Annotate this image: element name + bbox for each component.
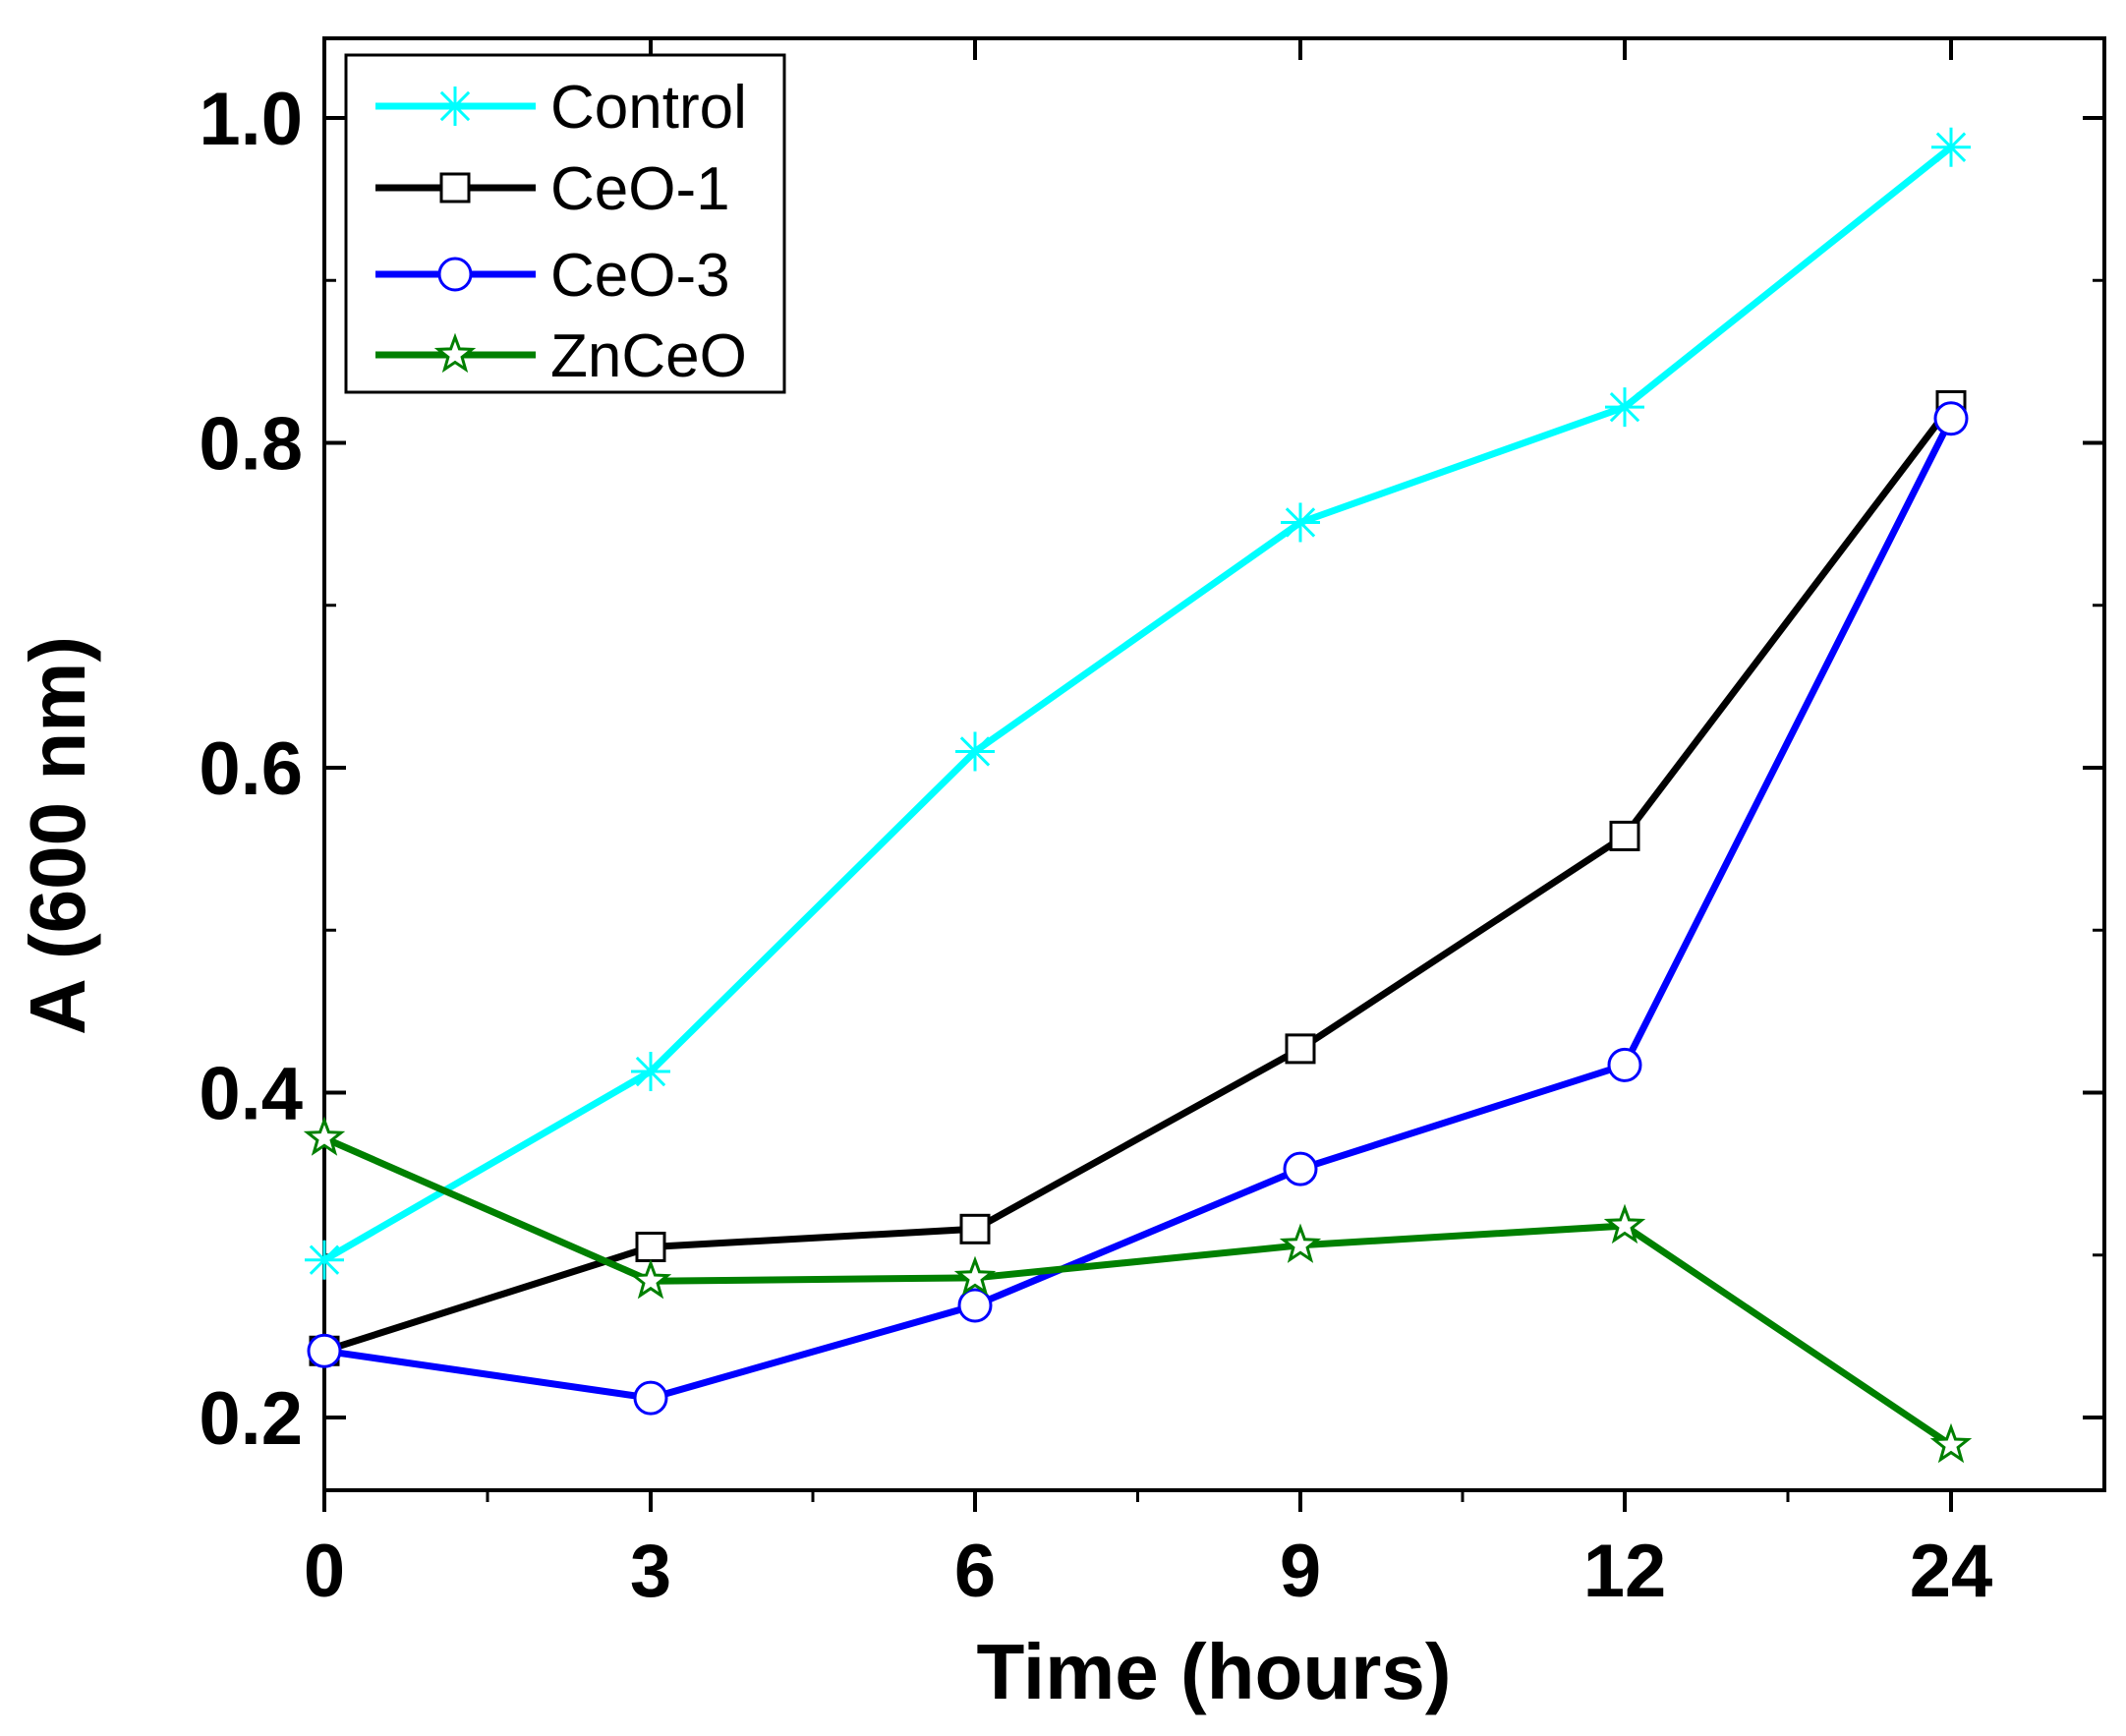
asterisk-stroke [439, 90, 471, 122]
legend-item-ceo-1: CeO-1 [375, 155, 730, 223]
plot-frame [322, 36, 2106, 1492]
legend: Control CeO-1 CeO-3 ZnCeO [344, 53, 786, 394]
asterisk-stroke [1285, 507, 1316, 538]
data-point-znceo [1929, 1422, 1973, 1464]
data-point-control [1605, 387, 1644, 428]
legend-label: CeO-1 [550, 155, 730, 223]
y-axis-title: A (600 nm) [14, 636, 101, 1035]
x-tick-label: 6 [954, 1530, 996, 1613]
x-axis: 0 3 6 9 12 24 [304, 38, 1992, 1613]
data-point-znceo [1279, 1223, 1322, 1263]
data-point-ceo-3 [633, 1380, 668, 1416]
series-control [305, 127, 1971, 1280]
legend-marker-znceo [433, 332, 477, 374]
x-tick-label: 3 [630, 1530, 671, 1613]
data-point-control [955, 731, 995, 772]
data-point-control [631, 1052, 670, 1092]
data-point-znceo [1603, 1203, 1646, 1244]
x-axis-title: Time (hours) [976, 1628, 1451, 1715]
x-tick-label: 24 [1910, 1530, 1993, 1613]
data-point-control [1931, 127, 1971, 167]
data-point-ceo-1 [1609, 820, 1640, 851]
series-line-control [322, 144, 1954, 1263]
asterisk-stroke [1935, 132, 1967, 162]
legend-label: CeO-3 [550, 242, 730, 310]
legend-marker-control [435, 87, 475, 126]
data-point-ceo-3 [1283, 1151, 1318, 1186]
data-point-znceo [303, 1116, 346, 1156]
asterisk-stroke [959, 736, 991, 767]
legend-marker-ceo-3 [437, 257, 473, 292]
y-axis: 0.2 0.4 0.6 0.8 1.0 [199, 78, 2104, 1461]
y-tick-label: 0.8 [199, 403, 303, 487]
data-point-znceo [629, 1258, 672, 1300]
legend-item-znceo: ZnCeO [375, 322, 747, 390]
legend-item-ceo-3: CeO-3 [375, 242, 730, 310]
asterisk-stroke [635, 1056, 666, 1087]
data-point-ceo-3 [1933, 401, 1969, 436]
asterisk-stroke [309, 1244, 340, 1275]
legend-label: ZnCeO [550, 322, 747, 390]
legend-marker-ceo-1 [439, 172, 471, 203]
y-tick-label: 1.0 [199, 78, 303, 161]
data-point-ceo-1 [635, 1231, 666, 1262]
series-line-ceo-1 [322, 403, 1954, 1355]
y-tick-label: 0.2 [199, 1377, 303, 1461]
data-point-ceo-1 [959, 1213, 991, 1244]
data-point-ceo-3 [957, 1288, 993, 1323]
series-znceo [303, 1116, 1973, 1464]
y-tick-label: 0.4 [199, 1053, 303, 1136]
data-point-control [305, 1240, 344, 1280]
legend-label: Control [550, 74, 747, 142]
x-tick-label: 12 [1583, 1530, 1667, 1613]
y-tick-label: 0.6 [199, 727, 303, 811]
legend-box [344, 53, 786, 394]
series-line-ceo-3 [323, 417, 1955, 1402]
series-line-znceo [322, 1134, 1953, 1449]
data-point-ceo-3 [1607, 1047, 1642, 1082]
data-point-ceo-1 [1285, 1033, 1316, 1065]
asterisk-stroke [1609, 391, 1640, 423]
series-layer [303, 127, 1973, 1464]
data-point-znceo [953, 1255, 997, 1296]
data-point-ceo-3 [307, 1333, 342, 1368]
series-ceo-3 [307, 401, 1969, 1416]
x-tick-label: 9 [1280, 1530, 1321, 1613]
data-point-control [1281, 502, 1320, 543]
x-tick-label: 0 [304, 1530, 345, 1613]
legend-item-control: Control [375, 74, 747, 142]
